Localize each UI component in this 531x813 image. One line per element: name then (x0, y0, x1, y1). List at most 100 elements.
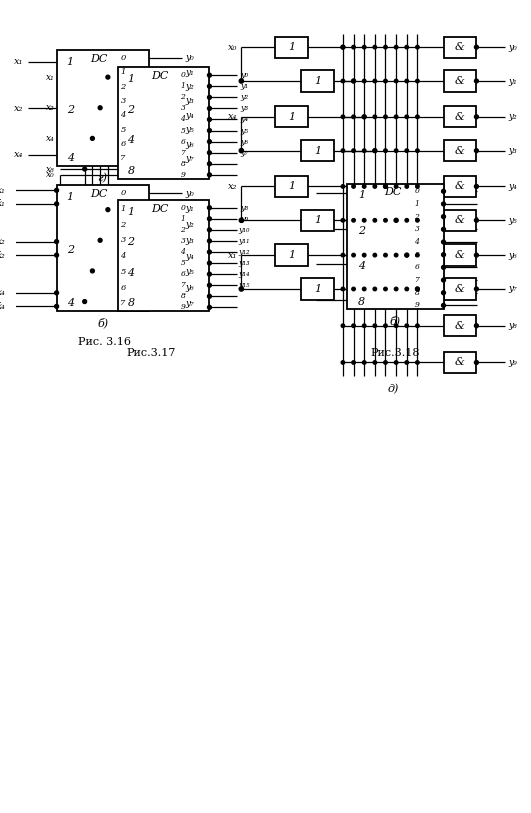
Circle shape (55, 189, 58, 192)
Circle shape (55, 202, 58, 206)
Circle shape (208, 118, 211, 121)
Bar (301, 278, 334, 300)
Circle shape (90, 137, 95, 141)
Circle shape (352, 287, 355, 291)
Bar (117, 67, 209, 179)
Circle shape (395, 80, 398, 83)
Text: 1: 1 (121, 68, 126, 76)
Text: x₄: x₄ (228, 112, 237, 121)
Text: 7: 7 (121, 299, 126, 307)
Text: 0: 0 (181, 204, 185, 211)
Text: 2: 2 (66, 246, 74, 255)
Circle shape (405, 185, 408, 188)
Text: Рис.3.18: Рис.3.18 (371, 348, 420, 358)
Circle shape (239, 149, 244, 153)
Bar (275, 37, 308, 58)
Circle shape (363, 361, 366, 364)
Circle shape (442, 228, 446, 231)
Text: 5: 5 (181, 259, 185, 267)
Text: 1: 1 (314, 284, 321, 294)
Circle shape (395, 46, 398, 49)
Text: 0: 0 (415, 187, 419, 195)
Text: 1: 1 (181, 215, 185, 223)
Circle shape (405, 219, 408, 222)
Circle shape (352, 79, 355, 83)
Text: 1: 1 (314, 76, 321, 86)
Circle shape (208, 283, 211, 287)
Bar (443, 140, 476, 161)
Circle shape (373, 80, 376, 83)
Circle shape (416, 324, 419, 328)
Circle shape (373, 324, 376, 328)
Circle shape (405, 287, 408, 291)
Circle shape (475, 219, 478, 222)
Text: &: & (455, 76, 465, 86)
Text: 3: 3 (415, 225, 419, 233)
Circle shape (373, 149, 377, 153)
Text: 6: 6 (121, 284, 126, 292)
Circle shape (384, 287, 387, 291)
Text: y₀: y₀ (186, 189, 194, 198)
Text: y₂: y₂ (509, 112, 518, 121)
Circle shape (405, 361, 408, 364)
Text: 1: 1 (314, 215, 321, 225)
Bar (117, 200, 209, 311)
Text: 3: 3 (121, 97, 126, 105)
Bar (443, 352, 476, 373)
Text: y₁: y₁ (240, 82, 249, 90)
Text: x₁: x₁ (228, 250, 237, 259)
Circle shape (55, 253, 58, 257)
Circle shape (208, 140, 211, 144)
Text: 7: 7 (181, 281, 185, 289)
Circle shape (442, 215, 446, 219)
Circle shape (352, 115, 355, 119)
Circle shape (341, 287, 345, 291)
Circle shape (363, 80, 366, 83)
Text: 5: 5 (121, 126, 126, 133)
Circle shape (395, 361, 398, 364)
Circle shape (341, 361, 345, 364)
Text: y₈: y₈ (240, 204, 249, 211)
Text: y₂: y₂ (240, 93, 249, 102)
Text: 5: 5 (121, 268, 126, 276)
Circle shape (475, 253, 478, 257)
Circle shape (394, 219, 398, 222)
Text: x₂: x₂ (228, 182, 237, 191)
Text: 2: 2 (127, 237, 135, 247)
Circle shape (341, 185, 345, 188)
Bar (443, 71, 476, 92)
Circle shape (363, 185, 366, 188)
Circle shape (208, 228, 211, 232)
Text: 6: 6 (181, 270, 185, 278)
Circle shape (363, 254, 366, 257)
Text: ẋ₂: ẋ₂ (0, 250, 6, 259)
Text: y₅: y₅ (240, 127, 249, 135)
Text: &: & (455, 42, 465, 52)
Text: 4: 4 (181, 115, 185, 124)
Circle shape (475, 115, 478, 119)
Text: y₄: y₄ (186, 111, 194, 120)
Text: 3: 3 (181, 237, 185, 245)
Text: x₂: x₂ (0, 237, 6, 246)
Text: 1: 1 (127, 207, 135, 216)
Circle shape (405, 324, 408, 328)
Text: Рис.3.17: Рис.3.17 (127, 348, 176, 358)
Text: г): г) (98, 172, 108, 183)
Bar (275, 245, 308, 266)
Circle shape (352, 361, 355, 364)
Text: x₁: x₁ (0, 186, 6, 195)
Text: y₃: y₃ (186, 236, 194, 245)
Text: 7: 7 (181, 149, 185, 157)
Circle shape (384, 324, 387, 328)
Text: y₅: y₅ (186, 125, 194, 134)
Text: 9: 9 (181, 171, 185, 179)
Text: &: & (455, 181, 465, 191)
Text: 1: 1 (288, 42, 295, 52)
Circle shape (395, 324, 398, 328)
Text: 4: 4 (415, 238, 419, 246)
Circle shape (83, 167, 87, 171)
Circle shape (239, 79, 244, 83)
Circle shape (475, 287, 478, 291)
Circle shape (416, 149, 419, 152)
Circle shape (395, 149, 398, 152)
